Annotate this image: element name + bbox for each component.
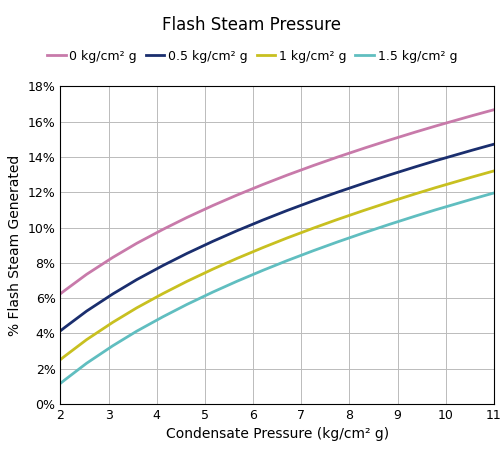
Legend: 0 kg/cm² g, 0.5 kg/cm² g, 1 kg/cm² g, 1.5 kg/cm² g: 0 kg/cm² g, 0.5 kg/cm² g, 1 kg/cm² g, 1.… xyxy=(42,45,462,68)
0.5 kg/cm² g xyxy=(138,275,144,280)
1.5 kg/cm² g xyxy=(491,190,497,196)
0.5 kg/cm² g xyxy=(454,152,460,157)
0 kg/cm² g xyxy=(84,271,90,277)
1.5 kg/cm² g xyxy=(75,367,81,373)
0 kg/cm² g xyxy=(469,113,475,118)
Line: 0 kg/cm² g: 0 kg/cm² g xyxy=(60,110,494,294)
1 kg/cm² g xyxy=(173,284,179,290)
1 kg/cm² g xyxy=(454,179,460,184)
1.5 kg/cm² g xyxy=(469,197,475,202)
1 kg/cm² g xyxy=(138,303,144,308)
1.5 kg/cm² g xyxy=(57,380,64,386)
1.5 kg/cm² g xyxy=(454,201,460,206)
0.5 kg/cm² g xyxy=(491,142,497,147)
Line: 1.5 kg/cm² g: 1.5 kg/cm² g xyxy=(60,193,494,383)
0 kg/cm² g xyxy=(454,117,460,123)
1.5 kg/cm² g xyxy=(173,307,179,313)
0 kg/cm² g xyxy=(57,291,64,296)
1 kg/cm² g xyxy=(75,344,81,349)
0.5 kg/cm² g xyxy=(57,328,64,334)
0 kg/cm² g xyxy=(491,107,497,113)
0 kg/cm² g xyxy=(138,238,144,244)
1 kg/cm² g xyxy=(57,357,64,362)
1.5 kg/cm² g xyxy=(138,326,144,331)
1.5 kg/cm² g xyxy=(84,360,90,366)
Line: 1 kg/cm² g: 1 kg/cm² g xyxy=(60,171,494,360)
0.5 kg/cm² g xyxy=(75,315,81,321)
0.5 kg/cm² g xyxy=(173,256,179,262)
0 kg/cm² g xyxy=(173,220,179,226)
1 kg/cm² g xyxy=(84,337,90,342)
0.5 kg/cm² g xyxy=(84,308,90,314)
1 kg/cm² g xyxy=(469,174,475,180)
0 kg/cm² g xyxy=(75,278,81,283)
Line: 0.5 kg/cm² g: 0.5 kg/cm² g xyxy=(60,144,494,331)
X-axis label: Condensate Pressure (kg/cm² g): Condensate Pressure (kg/cm² g) xyxy=(166,428,389,441)
0.5 kg/cm² g xyxy=(469,148,475,153)
1 kg/cm² g xyxy=(491,168,497,174)
Text: Flash Steam Pressure: Flash Steam Pressure xyxy=(162,16,342,34)
Y-axis label: % Flash Steam Generated: % Flash Steam Generated xyxy=(8,154,22,336)
